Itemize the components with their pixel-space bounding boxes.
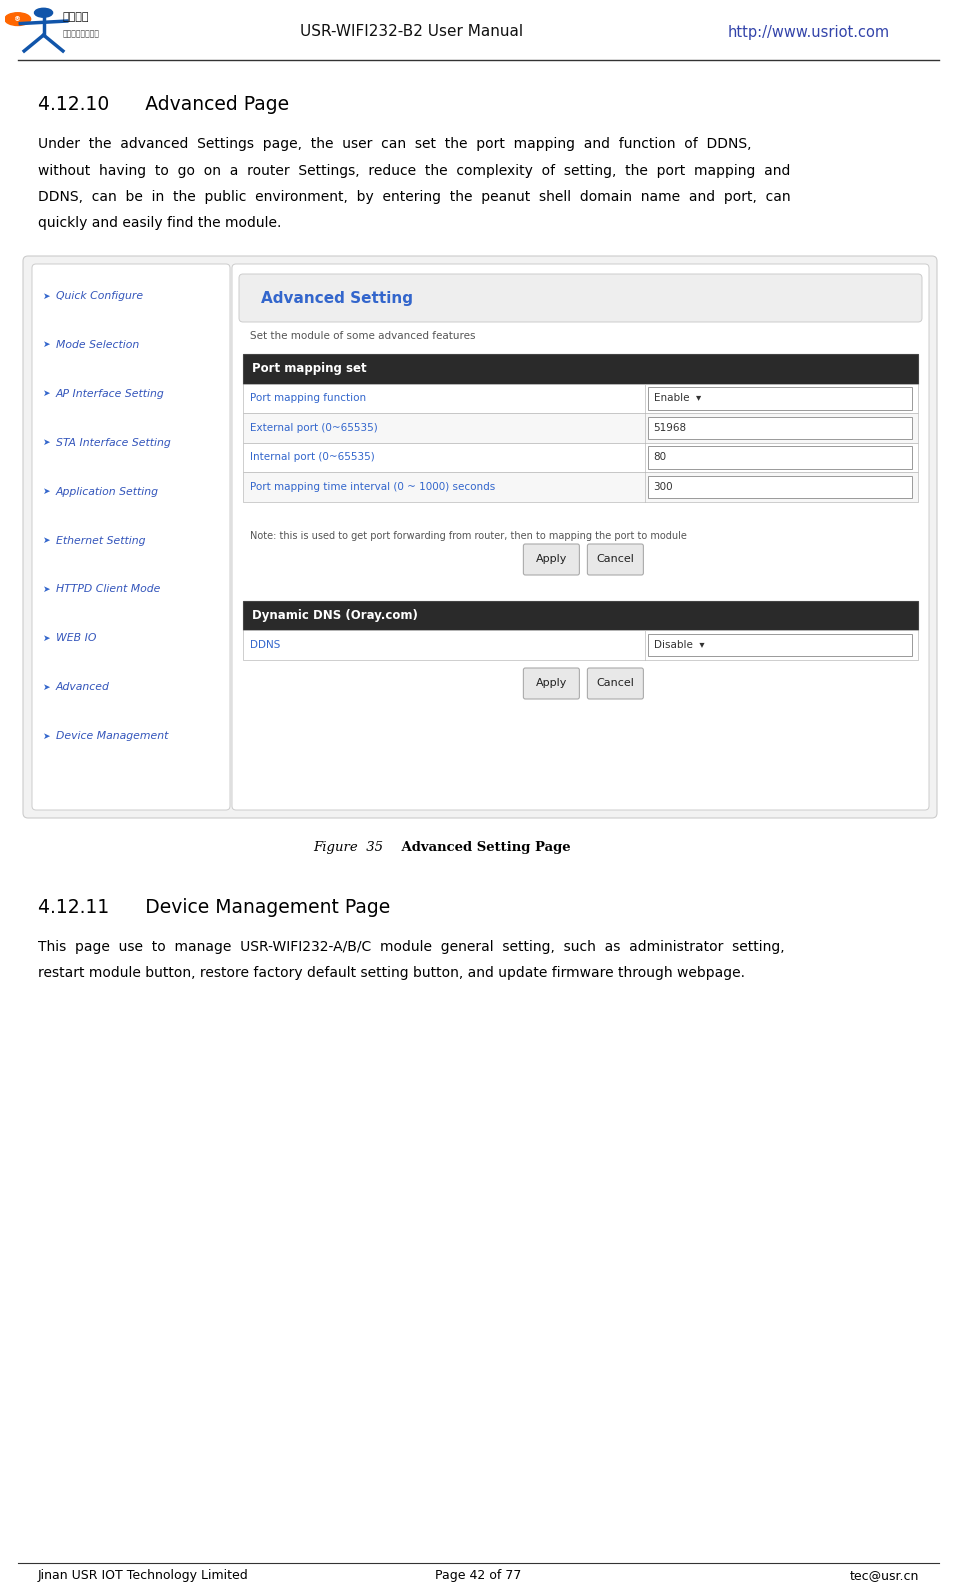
Text: 51968: 51968 xyxy=(654,422,687,433)
Bar xyxy=(243,631,918,660)
Text: http://www.usriot.com: http://www.usriot.com xyxy=(727,24,890,40)
Text: ➤: ➤ xyxy=(43,487,51,495)
Text: Advanced Setting Page: Advanced Setting Page xyxy=(383,841,570,854)
Text: Port mapping function: Port mapping function xyxy=(250,393,367,403)
FancyBboxPatch shape xyxy=(23,256,937,817)
Bar xyxy=(243,354,918,384)
Text: ➤: ➤ xyxy=(43,585,51,594)
FancyBboxPatch shape xyxy=(588,543,643,575)
Text: Cancel: Cancel xyxy=(596,554,634,564)
Text: USR-WIFI232-B2 User Manual: USR-WIFI232-B2 User Manual xyxy=(300,24,523,40)
Text: Dynamic DNS (Oray.com): Dynamic DNS (Oray.com) xyxy=(252,609,418,623)
Text: ➤: ➤ xyxy=(43,389,51,398)
Text: Mode Selection: Mode Selection xyxy=(56,339,140,350)
Text: ➤: ➤ xyxy=(43,634,51,644)
Bar xyxy=(243,413,918,443)
Text: 80: 80 xyxy=(654,452,667,462)
Text: without  having  to  go  on  a  router  Settings,  reduce  the  complexity  of  : without having to go on a router Setting… xyxy=(38,164,790,177)
Text: tec@usr.cn: tec@usr.cn xyxy=(850,1569,919,1582)
Text: Port mapping set: Port mapping set xyxy=(252,362,367,376)
Text: ➤: ➤ xyxy=(43,438,51,448)
Text: quickly and easily find the module.: quickly and easily find the module. xyxy=(38,217,281,231)
Text: Advanced: Advanced xyxy=(56,682,110,693)
FancyBboxPatch shape xyxy=(523,543,579,575)
Text: Device Management: Device Management xyxy=(56,731,168,741)
FancyBboxPatch shape xyxy=(523,667,579,699)
Text: Note: this is used to get port forwarding from router, then to mapping the port : Note: this is used to get port forwardin… xyxy=(250,530,687,542)
Text: Quick Configure: Quick Configure xyxy=(56,292,144,301)
Text: 4.12.11      Device Management Page: 4.12.11 Device Management Page xyxy=(38,898,390,918)
Text: AP Interface Setting: AP Interface Setting xyxy=(56,389,165,398)
Text: Application Setting: Application Setting xyxy=(56,486,159,497)
Bar xyxy=(648,387,912,409)
Text: Cancel: Cancel xyxy=(596,679,634,688)
FancyBboxPatch shape xyxy=(232,264,929,809)
Bar xyxy=(648,475,912,499)
Bar xyxy=(243,472,918,502)
Text: Advanced Setting: Advanced Setting xyxy=(261,290,413,306)
Text: Set the module of some advanced features: Set the module of some advanced features xyxy=(250,331,476,341)
Text: This  page  use  to  manage  USR-WIFI232-A/B/C  module  general  setting,  such : This page use to manage USR-WIFI232-A/B/… xyxy=(38,940,785,954)
Text: 300: 300 xyxy=(654,481,674,492)
Bar xyxy=(243,443,918,472)
Text: Disable  ▾: Disable ▾ xyxy=(654,640,704,650)
Text: Internal port (0~65535): Internal port (0~65535) xyxy=(250,452,375,462)
Text: Jinan USR IOT Technology Limited: Jinan USR IOT Technology Limited xyxy=(38,1569,249,1582)
Text: Apply: Apply xyxy=(536,554,568,564)
Circle shape xyxy=(5,13,31,25)
Text: Under  the  advanced  Settings  page,  the  user  can  set  the  port  mapping  : Under the advanced Settings page, the us… xyxy=(38,137,751,151)
Text: ➤: ➤ xyxy=(43,537,51,545)
Text: 有人科技: 有人科技 xyxy=(63,13,89,22)
Text: Page 42 of 77: Page 42 of 77 xyxy=(435,1569,522,1582)
Text: restart module button, restore factory default setting button, and update firmwa: restart module button, restore factory d… xyxy=(38,967,745,981)
Text: ➤: ➤ xyxy=(43,731,51,741)
FancyBboxPatch shape xyxy=(239,274,922,322)
Text: WEB IO: WEB IO xyxy=(56,634,97,644)
FancyBboxPatch shape xyxy=(588,667,643,699)
Text: HTTPD Client Mode: HTTPD Client Mode xyxy=(56,585,161,594)
Text: ®: ® xyxy=(14,16,21,22)
Text: 有人在认真做事！: 有人在认真做事！ xyxy=(63,29,100,38)
Bar xyxy=(648,634,912,656)
Text: Port mapping time interval (0 ~ 1000) seconds: Port mapping time interval (0 ~ 1000) se… xyxy=(250,481,496,492)
Text: Apply: Apply xyxy=(536,679,568,688)
Text: ➤: ➤ xyxy=(43,292,51,301)
Bar xyxy=(243,601,918,631)
Circle shape xyxy=(34,8,53,18)
Bar xyxy=(648,416,912,440)
Text: External port (0~65535): External port (0~65535) xyxy=(250,422,378,433)
Text: ➤: ➤ xyxy=(43,341,51,349)
Bar xyxy=(648,446,912,468)
Text: Enable  ▾: Enable ▾ xyxy=(654,393,701,403)
Text: Ethernet Setting: Ethernet Setting xyxy=(56,535,145,545)
Text: Figure  35: Figure 35 xyxy=(313,841,383,854)
Text: ➤: ➤ xyxy=(43,683,51,691)
Text: STA Interface Setting: STA Interface Setting xyxy=(56,438,170,448)
Text: 4.12.10      Advanced Page: 4.12.10 Advanced Page xyxy=(38,96,289,115)
Bar xyxy=(243,384,918,413)
Text: DDNS: DDNS xyxy=(250,640,280,650)
Text: DDNS,  can  be  in  the  public  environment,  by  entering  the  peanut  shell : DDNS, can be in the public environment, … xyxy=(38,190,790,204)
FancyBboxPatch shape xyxy=(32,264,230,809)
